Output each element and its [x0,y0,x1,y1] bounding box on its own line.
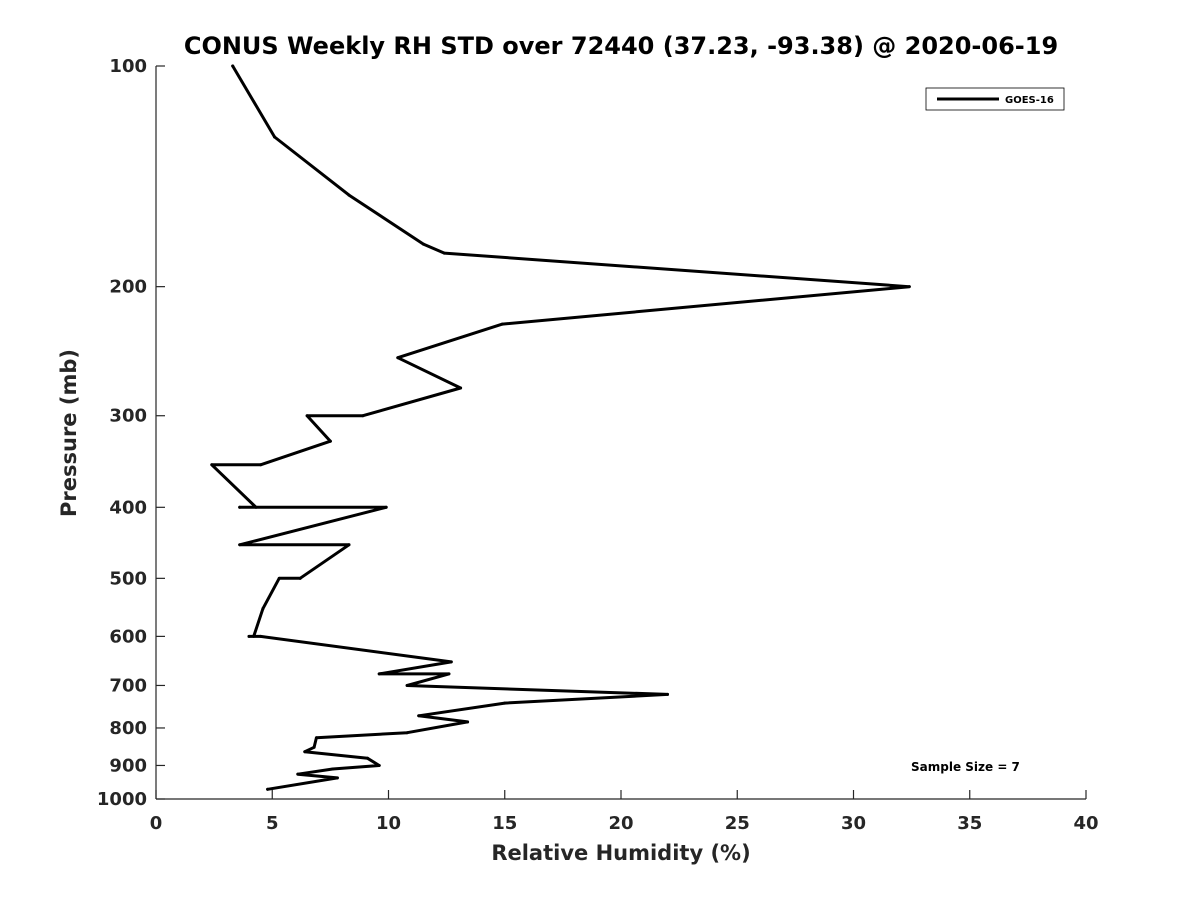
data-point [405,683,409,687]
data-point [361,414,365,418]
y-tick-label: 800 [109,718,147,739]
chart-title: CONUS Weekly RH STD over 72440 (37.23, -… [184,32,1058,60]
data-point [384,505,388,509]
data-point [247,634,251,638]
y-tick-label: 900 [109,755,147,776]
data-point [261,607,265,611]
data-point [421,242,425,246]
plot-area: 0 5 10 15 20 25 30 35 40 100 200 300 400 500 600 700 80… [97,56,1099,834]
data-point [303,750,307,754]
data-point [331,767,335,771]
x-axis-label: Relative Humidity (%) [491,841,750,865]
data-point [298,576,302,580]
x-tick-label: 0 [150,813,163,834]
data-point [305,414,309,418]
data-point [377,763,381,767]
data-point [442,251,446,255]
data-point [503,701,507,705]
x-tick-label: 10 [376,813,401,834]
data-point [466,720,470,724]
data-point [273,135,277,139]
y-tick-label: 400 [109,497,147,518]
y-tick-label: 300 [109,406,147,427]
data-point [500,322,504,326]
y-tick-label: 700 [109,675,147,696]
data-point [238,543,242,547]
data-point [335,776,339,780]
data-point [210,463,214,467]
x-tick-label: 25 [725,813,750,834]
series-line-goes-16 [210,64,911,791]
data-point [314,736,318,740]
data-point [312,745,316,749]
series-points [210,64,911,791]
data-point [347,193,351,197]
x-tick-label: 40 [1073,813,1098,834]
y-axis-label: Pressure (mb) [57,349,81,517]
data-point [252,634,256,638]
y-tick-label: 200 [109,277,147,298]
data-point [347,543,351,547]
data-point [666,692,669,696]
data-point [447,672,451,676]
data-point [417,714,421,718]
y-ticks: 100 200 300 400 500 600 700 800 900 1000 [97,56,165,810]
data-point [449,660,453,664]
x-tick-label: 20 [608,813,633,834]
x-ticks: 0 5 10 15 20 25 30 35 40 [150,790,1099,834]
data-point [377,672,381,676]
data-point [266,787,270,791]
data-point [328,439,332,443]
data-point [396,356,400,360]
y-tick-label: 500 [109,568,147,589]
data-point [231,64,235,68]
legend-label: GOES-16 [1005,95,1054,106]
sample-size-annotation: Sample Size = 7 [911,760,1020,774]
y-tick-label: 600 [109,626,147,647]
x-tick-label: 15 [492,813,517,834]
data-point [366,756,370,760]
y-tick-label: 100 [109,56,147,77]
data-point [238,505,242,509]
data-point [254,505,258,509]
data-point [259,463,263,467]
x-tick-label: 35 [957,813,982,834]
data-point [405,731,409,735]
data-point [259,634,263,638]
legend: GOES-16 [925,87,1065,111]
x-tick-label: 30 [841,813,866,834]
y-tick-label: 1000 [97,789,147,810]
data-point [296,772,300,776]
data-point [907,285,911,289]
x-tick-label: 5 [266,813,279,834]
data-point [277,576,281,580]
data-point [459,386,463,390]
